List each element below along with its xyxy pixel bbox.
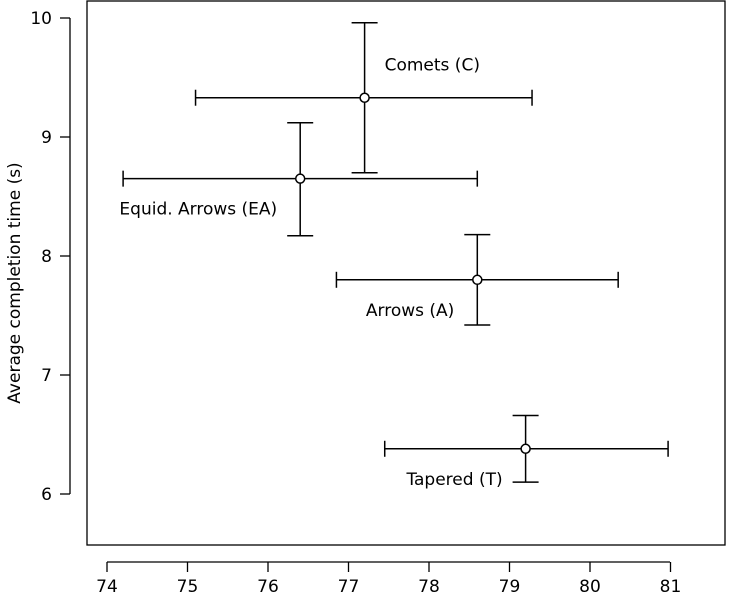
x-axis-ticks: 74 75 76 77 78 79 80 81	[96, 562, 681, 597]
data-point-marker	[520, 443, 531, 455]
y-axis-ticks: 6 7 8 9 10	[30, 9, 70, 505]
x-tick-label: 74	[96, 577, 118, 597]
data-point-marker	[359, 92, 370, 103]
data-point-group: Tapered (T)	[383, 414, 669, 490]
x-tick-label: 78	[418, 577, 440, 597]
data-point-group: Arrows (A)	[335, 233, 619, 326]
x-tick-label: 81	[660, 577, 682, 597]
data-point-label: Comets (C)	[385, 56, 480, 76]
y-tick-label: 7	[41, 366, 52, 386]
x-tick-label: 75	[177, 577, 199, 597]
x-tick-label: 79	[499, 577, 521, 597]
data-point-label: Arrows (A)	[366, 301, 454, 321]
x-tick-label: 80	[579, 577, 601, 597]
x-tick-label: 76	[257, 577, 279, 597]
y-tick-label: 6	[41, 485, 52, 505]
data-point-label: Equid. Arrows (EA)	[119, 200, 277, 220]
data-point-marker	[472, 274, 483, 286]
data-point-group: Equid. Arrows (EA)	[119, 121, 479, 237]
y-tick-label: 8	[41, 247, 52, 267]
y-tick-label: 10	[30, 9, 52, 29]
plot-frame	[86, 0, 726, 546]
x-tick-label: 77	[338, 577, 360, 597]
y-axis-label: Average completion time (s)	[5, 162, 25, 403]
data-point-label: Tapered (T)	[405, 470, 502, 490]
data-point-marker	[294, 173, 306, 184]
y-tick-label: 9	[41, 128, 52, 148]
data-point-group: Comets (C)	[194, 22, 533, 174]
data-points: Comets (C) Equid. Arrows (EA) Arrows (A) Ta…	[119, 22, 669, 490]
